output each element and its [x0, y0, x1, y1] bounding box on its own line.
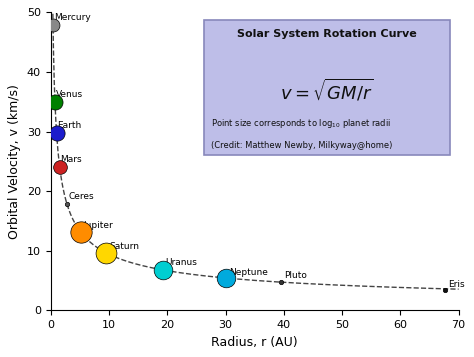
Point — [51, 99, 59, 105]
Text: Pluto: Pluto — [283, 271, 307, 280]
Point — [102, 250, 110, 256]
X-axis label: Radius, r (AU): Radius, r (AU) — [211, 336, 298, 349]
Point — [277, 279, 284, 285]
Text: Venus: Venus — [56, 90, 83, 99]
Text: Point size corresponds to log$_{10}$ planet radii: Point size corresponds to log$_{10}$ pla… — [211, 117, 391, 130]
Text: (Credit: Matthew Newby, Milkyway@home): (Credit: Matthew Newby, Milkyway@home) — [211, 141, 392, 150]
Text: Uranus: Uranus — [165, 258, 197, 267]
Point — [159, 267, 166, 273]
Point — [222, 275, 230, 281]
Text: Mercury: Mercury — [54, 13, 91, 22]
Text: Earth: Earth — [57, 121, 82, 130]
Text: Jupiter: Jupiter — [84, 221, 114, 230]
Text: Mars: Mars — [61, 155, 82, 164]
Text: Neptune: Neptune — [229, 268, 268, 277]
Text: Eris: Eris — [448, 280, 465, 289]
FancyBboxPatch shape — [204, 20, 450, 155]
Point — [441, 287, 449, 293]
Point — [53, 130, 60, 136]
Text: Solar System Rotation Curve: Solar System Rotation Curve — [237, 29, 417, 39]
Text: $v=\sqrt{GM/r}$: $v=\sqrt{GM/r}$ — [280, 77, 374, 104]
Point — [56, 164, 64, 170]
Text: Ceres: Ceres — [69, 192, 94, 201]
Point — [49, 22, 57, 28]
Y-axis label: Orbital Velocity, v (km/s): Orbital Velocity, v (km/s) — [9, 84, 21, 239]
Point — [77, 230, 85, 235]
Point — [63, 201, 71, 207]
Text: Saturn: Saturn — [109, 242, 139, 251]
